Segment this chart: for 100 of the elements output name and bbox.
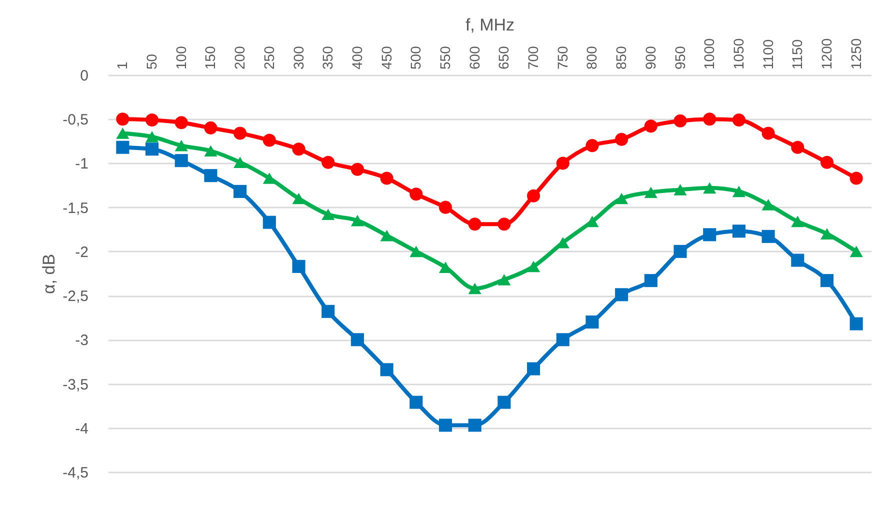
point	[791, 216, 804, 228]
x-tick-label: 1100	[760, 39, 776, 70]
point	[116, 140, 130, 154]
point	[350, 214, 364, 226]
x-tick-label: 150	[202, 46, 218, 70]
point	[146, 113, 159, 126]
point	[732, 186, 746, 198]
point	[146, 142, 159, 156]
x-tick-label: 700	[525, 46, 542, 70]
x-tick-label: 1250	[848, 38, 864, 70]
point	[850, 317, 863, 330]
point	[791, 254, 804, 267]
point	[732, 113, 746, 126]
point	[644, 120, 658, 133]
point	[116, 112, 130, 126]
x-tick-label: 250	[260, 46, 277, 70]
point	[468, 218, 482, 231]
y-tick-label: -0,5	[62, 112, 88, 129]
x-tick-label: 850	[613, 46, 630, 70]
y-tick-label: -3	[75, 332, 88, 350]
point	[586, 316, 599, 329]
point	[234, 156, 247, 168]
point	[703, 228, 716, 242]
y-tick-label: 0	[80, 68, 88, 84]
point	[674, 184, 687, 196]
y-tick-label: -2,5	[62, 288, 88, 306]
point	[527, 362, 540, 376]
x-tick-label: 1	[114, 62, 130, 70]
y-tick-label: -4	[75, 420, 88, 438]
point	[762, 199, 775, 210]
point	[204, 145, 218, 157]
point	[850, 246, 863, 258]
point	[850, 172, 863, 185]
x-tick-label: 1000	[701, 38, 718, 70]
y-axis-title: α, dB	[40, 254, 59, 294]
x-tick-label: 50	[144, 54, 160, 70]
y-tick-label: -3,5	[62, 376, 88, 394]
point	[234, 126, 247, 140]
point	[350, 333, 364, 346]
x-axis-title: f, MHz	[465, 15, 515, 34]
point	[644, 186, 658, 198]
x-tick-label: 100	[172, 46, 189, 70]
point	[438, 418, 452, 432]
point	[615, 192, 628, 204]
point	[410, 396, 423, 409]
point	[820, 274, 834, 288]
y-tick-label: -2	[75, 244, 88, 261]
point	[322, 156, 335, 169]
point	[410, 188, 423, 201]
point	[527, 260, 540, 272]
point	[410, 246, 423, 258]
point	[498, 396, 511, 409]
point	[674, 244, 687, 258]
x-tick-label: 1200	[818, 38, 834, 70]
point	[174, 140, 188, 152]
point	[586, 139, 599, 152]
point	[791, 140, 804, 154]
point	[732, 224, 746, 238]
y-tick-label: -1,5	[62, 200, 88, 217]
point	[586, 216, 599, 228]
point	[498, 274, 511, 286]
x-tick-label: 600	[466, 46, 482, 70]
point	[204, 169, 218, 182]
point	[468, 282, 482, 294]
point	[234, 184, 247, 198]
point	[615, 132, 628, 146]
point	[292, 260, 306, 273]
point	[820, 156, 834, 169]
point	[762, 230, 775, 243]
point	[350, 162, 364, 176]
x-tick-label: 800	[584, 46, 600, 70]
x-tick-label: 350	[320, 46, 336, 70]
y-tick-label: -1	[75, 156, 88, 173]
x-tick-label: 650	[496, 46, 512, 70]
point	[556, 156, 570, 170]
x-tick-label: 200	[232, 46, 248, 70]
x-tick-label: 450	[378, 46, 394, 70]
point	[703, 112, 716, 126]
point	[262, 216, 276, 229]
point	[174, 116, 188, 130]
x-tick-label: 500	[408, 46, 424, 70]
point	[644, 274, 658, 288]
point	[292, 192, 306, 204]
x-tick-label: 900	[642, 46, 658, 70]
point	[204, 121, 218, 134]
point	[498, 218, 511, 231]
point	[820, 228, 834, 240]
point	[262, 134, 276, 147]
point	[556, 333, 570, 346]
point	[146, 131, 159, 142]
point	[262, 172, 276, 184]
x-tick-label: 400	[348, 46, 365, 70]
point	[762, 126, 775, 140]
point	[703, 182, 716, 194]
x-tick-label: 750	[554, 46, 570, 70]
point	[322, 208, 335, 220]
point	[674, 114, 687, 128]
x-tick-label: 550	[436, 46, 453, 70]
point	[380, 172, 394, 185]
x-tick-label: 300	[290, 46, 306, 70]
